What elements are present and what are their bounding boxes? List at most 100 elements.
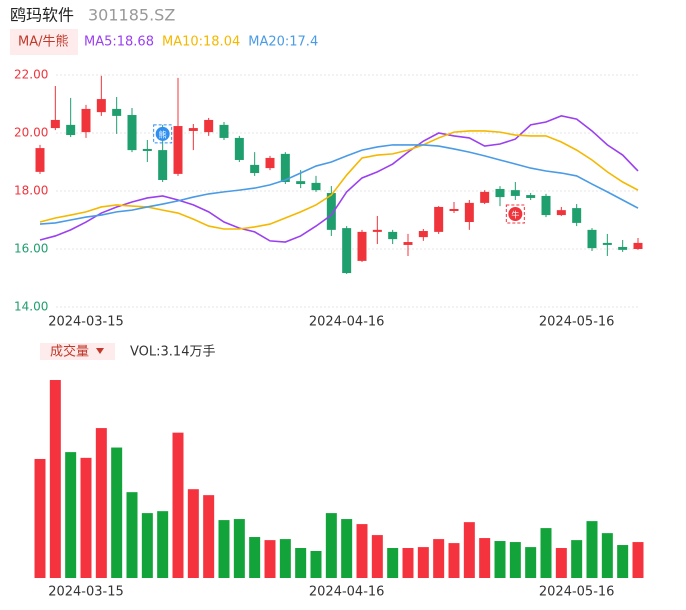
volume-bar	[617, 545, 629, 578]
candle-body	[602, 242, 612, 245]
candle-body	[158, 150, 168, 180]
candle-body	[234, 137, 244, 160]
candle-body	[35, 148, 45, 172]
volume-bar	[249, 537, 261, 578]
vol-legend: VOL:3.14万手	[130, 345, 215, 360]
vol-button-bg[interactable]	[40, 343, 115, 360]
y-tick-label: 18.00	[14, 184, 48, 198]
candle-body	[403, 242, 413, 245]
ma-button-bg[interactable]	[10, 29, 78, 55]
stock-name: 鸥玛软件	[10, 6, 74, 25]
candle-body	[81, 108, 91, 133]
volume-bar	[203, 495, 215, 578]
signal-label: 牛	[511, 209, 519, 219]
volume-bar	[111, 447, 123, 578]
ma-legend: MA10:18.04	[162, 35, 240, 50]
candle-body	[311, 182, 321, 191]
candle-body	[510, 190, 520, 196]
vol-button[interactable]: 成交量	[50, 344, 89, 360]
stock-code: 301185.SZ	[88, 6, 175, 25]
candle-body	[296, 181, 306, 185]
volume-bar	[310, 550, 322, 578]
volume-bar	[187, 489, 199, 578]
x-tick-label: 2024-03-15	[48, 585, 124, 600]
x-tick-label: 2024-05-16	[539, 315, 615, 330]
ma-legend: MA5:18.68	[84, 35, 154, 50]
y-tick-label: 22.00	[14, 68, 48, 82]
volume-bar	[525, 547, 537, 578]
candle-body	[219, 124, 229, 138]
candle-body	[618, 246, 628, 250]
signal-label: 熊	[159, 129, 167, 139]
candle-body	[326, 193, 336, 230]
volume-bar	[586, 521, 598, 578]
ma-line	[39, 144, 639, 225]
ma-legend: MA20:17.4	[248, 35, 318, 50]
volume-bar	[555, 548, 567, 578]
signal-frame	[505, 204, 525, 224]
volume-bar	[141, 513, 153, 578]
candle-body	[526, 195, 536, 198]
volume-bar	[325, 513, 337, 578]
candle-body	[280, 153, 290, 183]
signal-frame	[153, 124, 173, 144]
volume-bar	[295, 548, 307, 578]
volume-bar	[402, 548, 414, 578]
volume-bar	[233, 519, 245, 578]
ma-button[interactable]: MA/牛熊	[18, 34, 69, 50]
candle-body	[372, 229, 382, 232]
volume-bar	[157, 511, 169, 578]
candle-body	[142, 148, 152, 151]
volume-bar	[509, 542, 521, 578]
candle-body	[50, 119, 60, 129]
y-tick-label: 20.00	[14, 126, 48, 140]
candle-body	[357, 231, 367, 261]
volume-bar	[448, 543, 460, 578]
volume-bar	[49, 380, 61, 578]
volume-bar	[341, 519, 353, 578]
candle-body	[418, 231, 428, 238]
volume-bar	[601, 533, 613, 578]
candle-body	[449, 208, 459, 212]
candle-body	[480, 191, 490, 203]
candle-body	[265, 157, 275, 169]
volume-bar	[172, 432, 184, 578]
ma-line	[39, 130, 639, 230]
volume-bar	[34, 458, 46, 578]
volume-bar	[417, 547, 429, 578]
candle-body	[342, 228, 352, 274]
volume-bar	[387, 548, 399, 578]
volume-bar	[95, 428, 107, 578]
candle-body	[633, 242, 643, 249]
ma-line	[39, 115, 639, 243]
x-tick-label: 2024-05-16	[539, 585, 615, 600]
candle-body	[587, 229, 597, 249]
candle-body	[127, 115, 137, 151]
candle-body	[204, 119, 214, 133]
volume-bar	[279, 539, 291, 578]
volume-bar	[433, 539, 445, 578]
candle-body	[250, 164, 260, 174]
candle-body	[388, 231, 398, 240]
volume-bar	[571, 540, 583, 578]
volume-bar	[371, 535, 383, 578]
x-tick-label: 2024-04-16	[309, 585, 385, 600]
dropdown-arrow[interactable]	[96, 348, 104, 354]
volume-bar	[264, 540, 276, 578]
x-tick-label: 2024-03-15	[48, 315, 124, 330]
y-tick-label: 14.00	[14, 300, 48, 314]
candle-body	[188, 128, 198, 131]
candle-body	[96, 99, 106, 113]
volume-bar	[126, 492, 138, 578]
volume-bar	[479, 538, 491, 578]
candle-body	[66, 124, 76, 136]
volume-bar	[463, 522, 475, 578]
volume-bar	[540, 528, 552, 578]
signal-icon	[155, 126, 170, 141]
candle-body	[541, 195, 551, 216]
y-tick-label: 16.00	[14, 242, 48, 256]
volume-bar	[65, 452, 77, 578]
volume-bar	[632, 542, 644, 578]
x-tick-label: 2024-04-16	[309, 315, 385, 330]
